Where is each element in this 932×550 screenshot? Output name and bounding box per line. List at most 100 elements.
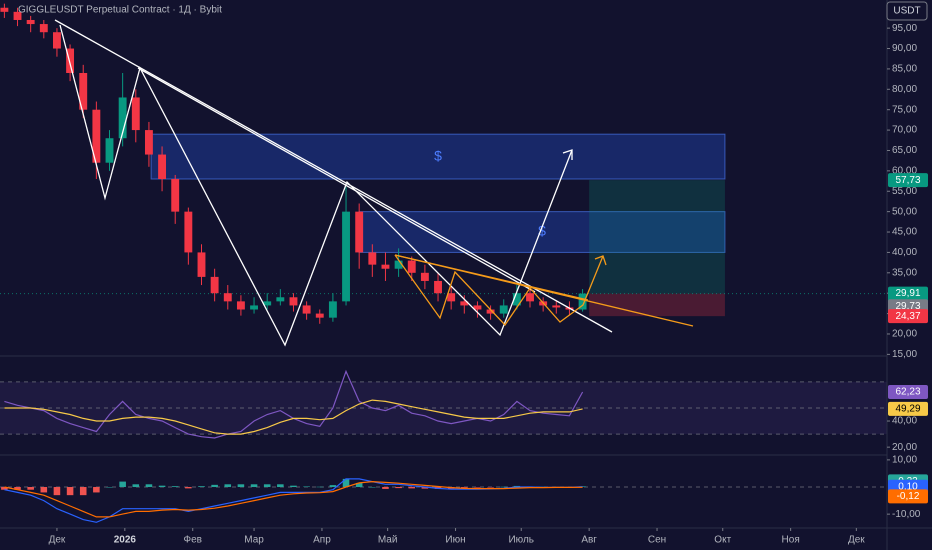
x-tick-label: Фев	[183, 535, 201, 546]
candle-body	[381, 264, 390, 269]
price-badge-bg	[888, 309, 928, 324]
x-tick-label: Апр	[313, 535, 331, 546]
histogram-bar	[303, 486, 310, 488]
candle-body	[512, 293, 521, 306]
histogram-bar	[119, 481, 126, 488]
position-target	[589, 180, 725, 294]
candle-body	[394, 260, 403, 269]
histogram-bar	[487, 487, 494, 488]
candle-body	[473, 305, 482, 310]
pattern-line	[59, 24, 573, 347]
histogram-bar	[500, 486, 508, 488]
y-tick-label: 60,00	[892, 166, 917, 177]
x-tick-label: Сен	[648, 535, 666, 546]
histogram-bar	[1, 487, 8, 490]
candle-body	[434, 280, 442, 294]
candle-body	[105, 138, 114, 163]
histogram-bar	[369, 487, 376, 488]
histogram-bar	[66, 487, 74, 496]
y-tick-label: 40,00	[892, 416, 917, 427]
y-tick-label: 90,00	[892, 43, 917, 54]
zone	[150, 133, 726, 180]
histogram-bar	[329, 485, 337, 488]
candle-body	[184, 211, 193, 253]
histogram-bar	[395, 487, 402, 489]
candle-body	[328, 301, 337, 318]
value-badge: 49,29	[895, 404, 920, 415]
price-badge: 57,73	[895, 175, 920, 186]
value-badge-bg	[888, 401, 928, 416]
trend-line	[394, 254, 589, 301]
candle-body	[420, 272, 429, 281]
value-badge: 62,23	[895, 387, 920, 398]
candle-body	[447, 293, 456, 302]
histogram-bar	[461, 487, 468, 488]
y-tick-label: 10,00	[892, 455, 917, 466]
candle-body	[263, 301, 272, 306]
y-tick-label: 65,00	[892, 145, 917, 156]
pattern-line	[394, 254, 604, 327]
histogram-bar	[250, 484, 258, 488]
zone	[358, 211, 726, 253]
candle-body	[407, 260, 416, 273]
histogram-bar	[106, 487, 113, 488]
button-label[interactable]: USDT	[893, 6, 920, 17]
histogram-bar	[171, 486, 179, 488]
drawings	[54, 19, 694, 347]
histogram-bar	[290, 485, 297, 488]
histogram-bar	[342, 478, 350, 488]
histogram-bar	[355, 482, 363, 488]
trend-line	[54, 19, 613, 333]
x-tick-label: Май	[378, 535, 398, 546]
y-tick-label: 15,00	[892, 349, 917, 360]
candle-body	[131, 97, 140, 131]
histogram-bar	[27, 487, 34, 490]
y-tick-label: 85,00	[892, 64, 917, 75]
candle-body	[79, 72, 88, 110]
candle-body	[236, 301, 245, 310]
button-frame[interactable]	[886, 1, 928, 21]
candle-body	[552, 305, 561, 308]
y-tick-label: 80,00	[892, 84, 917, 95]
arrow-head	[594, 255, 607, 266]
histogram-bar	[263, 484, 271, 488]
y-tick-label: 35,00	[892, 267, 917, 278]
zone-label: $	[538, 223, 546, 239]
y-tick-label: 55,00	[892, 186, 917, 197]
currency-button[interactable]: USDT	[886, 1, 928, 21]
candle-body	[144, 130, 153, 155]
back-layer: $$	[0, 133, 887, 488]
y-tick-label: 20,00	[892, 329, 917, 340]
histogram-bar	[198, 486, 205, 488]
series-line	[4, 480, 583, 518]
front-layer: Дек 2026 Фев Мар Апр Май Июн Июль Авг Сен Окт Ноя Де…	[49, 23, 928, 546]
position-stop	[589, 293, 725, 317]
candle-body	[158, 154, 167, 180]
candle-body	[26, 19, 35, 25]
value-badge-bg	[888, 489, 928, 504]
candle-body	[171, 179, 180, 212]
candle-body	[302, 305, 311, 314]
candle-body	[39, 24, 48, 33]
candle-body	[0, 7, 9, 12]
candle-body	[210, 276, 219, 294]
candle-body	[66, 48, 75, 73]
price-badge-bg	[888, 173, 928, 188]
candle-body	[53, 32, 61, 49]
x-tick-label: Мар	[244, 535, 264, 546]
histogram-bar	[14, 487, 21, 490]
x-tick-label: Авг	[581, 535, 597, 546]
candle-body	[486, 309, 495, 314]
histogram-bar	[145, 484, 153, 488]
histogram-bar	[474, 487, 481, 488]
candle-body	[223, 293, 232, 302]
y-tick-label: 20,00	[892, 442, 917, 453]
price-badge: 29,91	[895, 288, 920, 299]
histogram-bar	[316, 486, 324, 488]
histogram-bar	[408, 487, 416, 489]
x-tick-label: 2026	[114, 535, 137, 546]
candle-body	[368, 252, 377, 265]
y-tick-label: 75,00	[892, 104, 917, 115]
